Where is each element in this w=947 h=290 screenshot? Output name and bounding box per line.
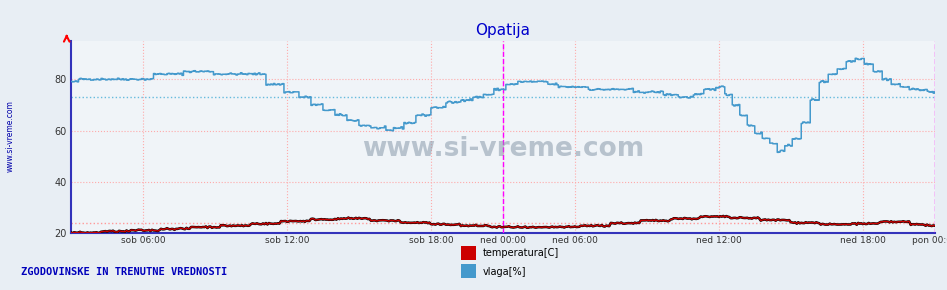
Text: www.si-vreme.com: www.si-vreme.com: [362, 136, 644, 162]
Text: temperatura[C]: temperatura[C]: [483, 248, 560, 258]
Text: ZGODOVINSKE IN TRENUTNE VREDNOSTI: ZGODOVINSKE IN TRENUTNE VREDNOSTI: [21, 267, 227, 277]
Text: vlaga[%]: vlaga[%]: [483, 267, 527, 277]
Text: www.si-vreme.com: www.si-vreme.com: [6, 100, 15, 172]
Title: Opatija: Opatija: [475, 23, 530, 38]
